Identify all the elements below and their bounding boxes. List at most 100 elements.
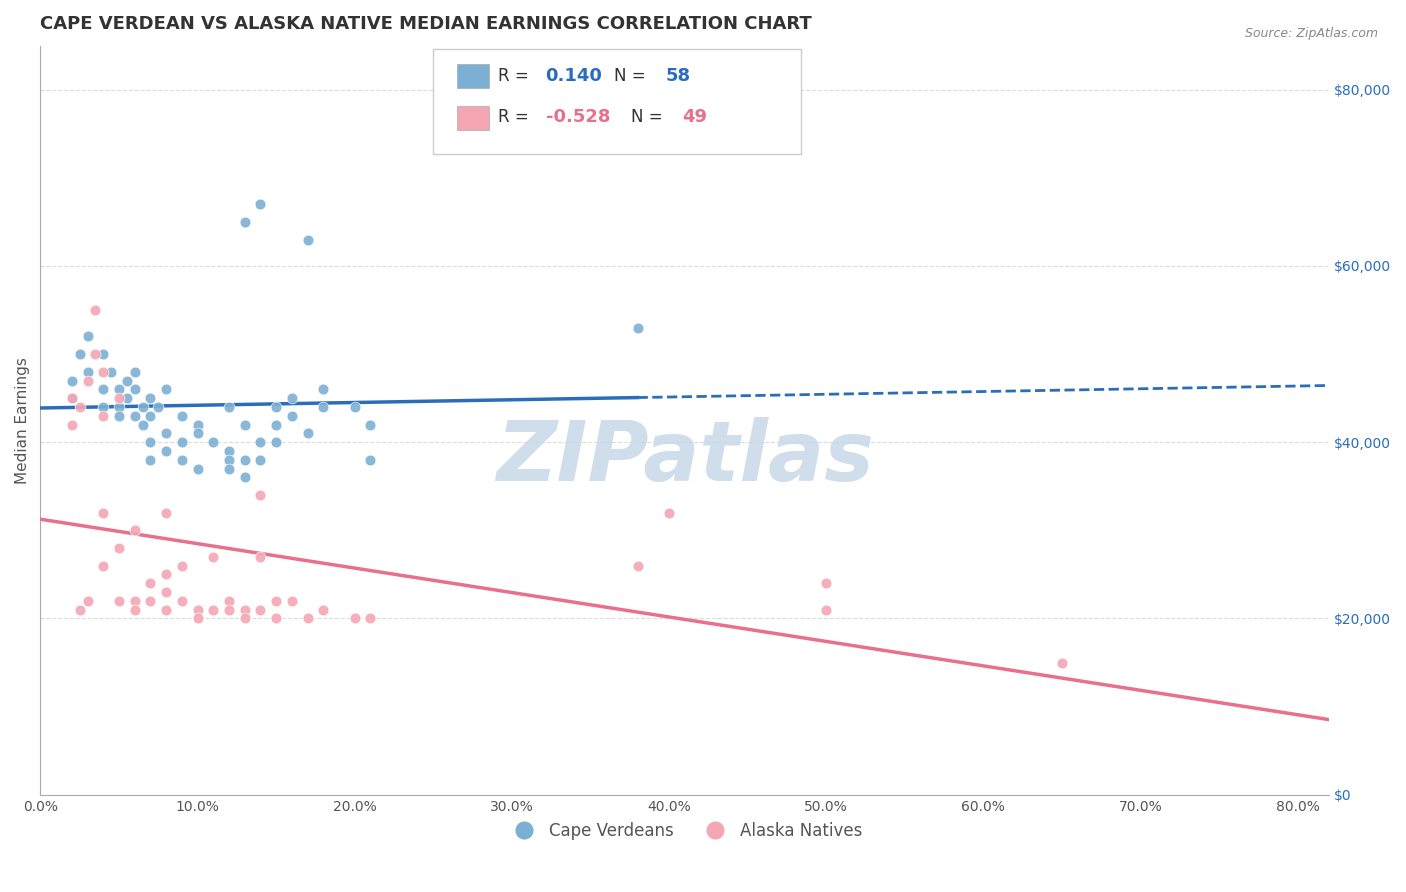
Point — [233, 453, 256, 467]
Point — [815, 602, 838, 616]
Point — [202, 435, 225, 450]
Point — [60, 417, 83, 432]
Point — [233, 470, 256, 484]
Point — [155, 382, 177, 396]
Text: R =: R = — [498, 108, 534, 126]
Point — [108, 409, 131, 423]
Point — [626, 320, 648, 334]
Point — [91, 382, 114, 396]
Point — [84, 347, 107, 361]
Bar — [457, 105, 489, 129]
Point — [233, 417, 256, 432]
Point — [202, 549, 225, 564]
Point — [343, 611, 366, 625]
Point — [108, 382, 131, 396]
Point — [60, 374, 83, 388]
Point — [264, 611, 287, 625]
Point — [815, 576, 838, 591]
Point — [249, 488, 271, 502]
Point — [359, 417, 381, 432]
Point — [91, 409, 114, 423]
Point — [148, 400, 170, 414]
Point — [233, 602, 256, 616]
Point — [281, 409, 304, 423]
Point — [218, 602, 240, 616]
Point — [108, 594, 131, 608]
Point — [218, 594, 240, 608]
Point — [233, 611, 256, 625]
Point — [218, 444, 240, 458]
Point — [131, 417, 153, 432]
Point — [202, 602, 225, 616]
Point — [139, 391, 162, 405]
Point — [658, 506, 681, 520]
Point — [170, 453, 193, 467]
Point — [115, 374, 138, 388]
Point — [100, 365, 122, 379]
Point — [187, 417, 209, 432]
Point — [312, 382, 335, 396]
FancyBboxPatch shape — [433, 49, 800, 154]
Legend: Cape Verdeans, Alaska Natives: Cape Verdeans, Alaska Natives — [501, 815, 869, 847]
Point — [359, 611, 381, 625]
Text: 49: 49 — [682, 108, 707, 126]
Text: Source: ZipAtlas.com: Source: ZipAtlas.com — [1244, 27, 1378, 40]
Point — [124, 382, 146, 396]
Point — [155, 506, 177, 520]
Point — [108, 400, 131, 414]
Point — [155, 585, 177, 599]
Text: R =: R = — [498, 68, 534, 86]
Point — [139, 409, 162, 423]
Point — [297, 611, 319, 625]
Point — [108, 391, 131, 405]
Text: CAPE VERDEAN VS ALASKA NATIVE MEDIAN EARNINGS CORRELATION CHART: CAPE VERDEAN VS ALASKA NATIVE MEDIAN EAR… — [41, 15, 813, 33]
Point — [91, 558, 114, 573]
Point — [84, 303, 107, 318]
Point — [233, 215, 256, 229]
Point — [69, 602, 91, 616]
Point — [264, 417, 287, 432]
Point — [249, 453, 271, 467]
Text: ZIPatlas: ZIPatlas — [496, 417, 873, 498]
Point — [312, 400, 335, 414]
Point — [91, 347, 114, 361]
Point — [218, 400, 240, 414]
Point — [139, 576, 162, 591]
Point — [124, 594, 146, 608]
Point — [343, 400, 366, 414]
Point — [124, 409, 146, 423]
Point — [170, 435, 193, 450]
Point — [170, 558, 193, 573]
Point — [218, 453, 240, 467]
Point — [249, 435, 271, 450]
Point — [60, 391, 83, 405]
Y-axis label: Median Earnings: Median Earnings — [15, 357, 30, 483]
Point — [187, 602, 209, 616]
Point — [264, 594, 287, 608]
Point — [76, 365, 98, 379]
Text: 0.140: 0.140 — [546, 68, 602, 86]
Point — [155, 602, 177, 616]
Point — [124, 365, 146, 379]
Point — [69, 347, 91, 361]
Point — [264, 435, 287, 450]
Point — [281, 594, 304, 608]
Text: N =: N = — [614, 68, 651, 86]
Point — [170, 594, 193, 608]
Point — [249, 602, 271, 616]
Point — [359, 453, 381, 467]
Point — [1050, 656, 1073, 670]
Point — [139, 453, 162, 467]
Point — [60, 391, 83, 405]
Bar — [457, 64, 489, 88]
Text: 58: 58 — [665, 68, 690, 86]
Point — [76, 374, 98, 388]
Point — [115, 391, 138, 405]
Point — [218, 461, 240, 475]
Point — [297, 426, 319, 441]
Point — [139, 594, 162, 608]
Point — [155, 426, 177, 441]
Point — [76, 594, 98, 608]
Text: N =: N = — [631, 108, 668, 126]
Point — [312, 602, 335, 616]
